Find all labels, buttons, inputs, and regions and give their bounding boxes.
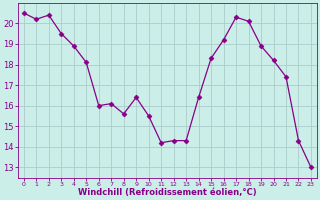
X-axis label: Windchill (Refroidissement éolien,°C): Windchill (Refroidissement éolien,°C) [78,188,257,197]
